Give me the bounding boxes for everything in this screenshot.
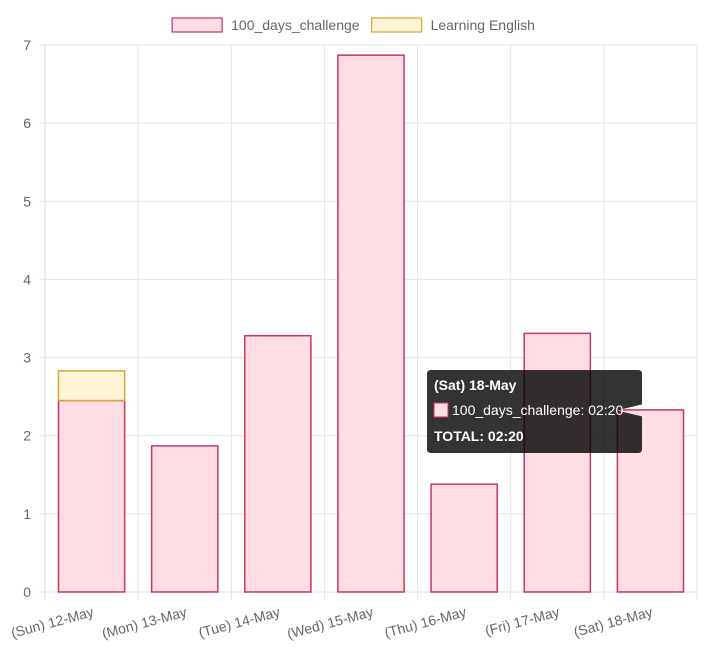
tooltip-title: (Sat) 18-May xyxy=(434,377,517,393)
tooltip-swatch xyxy=(433,402,449,418)
bar-100-days-challenge[interactable] xyxy=(57,399,126,593)
bar-100-days-challenge[interactable] xyxy=(150,445,219,593)
legend-label: Learning English xyxy=(431,17,535,33)
bar-learning-english[interactable] xyxy=(57,370,126,402)
bar-100-days-challenge[interactable] xyxy=(430,483,498,593)
legend-label: 100_days_challenge xyxy=(231,17,360,33)
x-tick-label: (Thu) 16-May xyxy=(383,603,468,640)
x-tick-label: (Sun) 12-May xyxy=(9,603,95,640)
tooltip-box: (Sat) 18-May 100_days_challenge: 02:20 TOT… xyxy=(427,370,642,453)
y-tick-label: 1 xyxy=(23,506,31,522)
y-tick-label: 2 xyxy=(23,428,31,444)
x-tick-label: (Fri) 17-May xyxy=(483,603,561,638)
bar-100-days-challenge[interactable] xyxy=(244,334,312,593)
x-tick-label: (Mon) 13-May xyxy=(100,603,188,641)
y-tick-label: 3 xyxy=(23,350,31,366)
tooltip: (Sat) 18-May 100_days_challenge: 02:20 TOT… xyxy=(427,370,642,453)
bars xyxy=(57,54,685,593)
tooltip-line: 100_days_challenge: 02:20 xyxy=(452,402,623,418)
tooltip-total: TOTAL: 02:20 xyxy=(434,428,524,444)
legend-item[interactable]: Learning English xyxy=(370,17,535,33)
bar-100-days-challenge[interactable] xyxy=(616,409,685,593)
legend-swatch xyxy=(370,17,423,33)
x-tick-label: (Tue) 14-May xyxy=(197,603,282,640)
tooltip-background xyxy=(427,370,642,453)
y-tick-label: 0 xyxy=(23,584,31,600)
y-tick-label: 4 xyxy=(23,271,31,287)
x-tick-label: (Wed) 15-May xyxy=(285,603,375,641)
y-tick-label: 6 xyxy=(23,115,31,131)
legend: 100_days_challenge Learning English xyxy=(171,17,535,33)
legend-swatch xyxy=(171,17,223,33)
bar-100-days-challenge[interactable] xyxy=(337,54,405,593)
x-tick-label: (Sat) 18-May xyxy=(572,603,654,639)
y-tick-label: 5 xyxy=(23,193,31,209)
y-tick-label: 7 xyxy=(23,37,31,53)
legend-item[interactable]: 100_days_challenge xyxy=(171,17,360,33)
